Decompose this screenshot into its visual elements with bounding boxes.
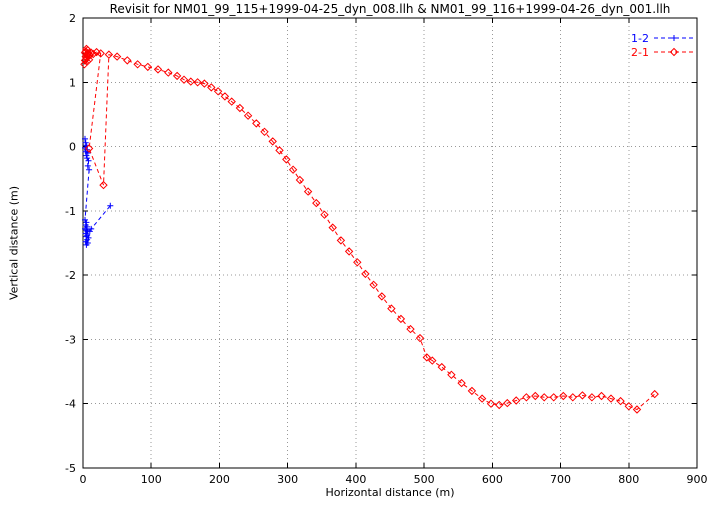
series-2-1 xyxy=(80,44,659,414)
y-tick-label: 1 xyxy=(69,76,76,89)
x-axis-label: Horizontal distance (m) xyxy=(325,486,455,499)
x-tick-label: 700 xyxy=(550,473,571,486)
x-tick-label: 400 xyxy=(345,473,366,486)
legend-label: 1-2 xyxy=(631,32,649,45)
plus-markers xyxy=(82,135,114,248)
x-tick-label: 100 xyxy=(141,473,162,486)
legend-label: 2-1 xyxy=(631,46,649,59)
x-tick-label: 200 xyxy=(209,473,230,486)
diamond-markers xyxy=(80,44,659,414)
grid xyxy=(83,18,697,468)
y-tick-label: -5 xyxy=(65,462,76,475)
y-tick-label: 0 xyxy=(69,141,76,154)
x-tick-label: 0 xyxy=(80,473,87,486)
series-1-2 xyxy=(82,135,114,248)
legend: 1-22-1 xyxy=(631,32,694,59)
y-tick-label: -1 xyxy=(65,205,76,218)
y-tick-label: 2 xyxy=(69,12,76,25)
chart-title: Revisit for NM01_99_115+1999-04-25_dyn_0… xyxy=(109,2,671,16)
x-tick-label: 900 xyxy=(687,473,708,486)
y-tick-label: -2 xyxy=(65,269,76,282)
x-tick-label: 800 xyxy=(618,473,639,486)
y-tick-label: -3 xyxy=(65,333,76,346)
x-tick-label: 500 xyxy=(414,473,435,486)
axis-ticks: 0 100 200 300 400 500 600 700 800 900 -5 -4 -3 -2 -1 0 1… xyxy=(65,12,707,486)
plot-border xyxy=(82,17,698,469)
x-tick-label: 300 xyxy=(277,473,298,486)
y-tick-label: -4 xyxy=(65,398,76,411)
x-tick-label: 600 xyxy=(482,473,503,486)
